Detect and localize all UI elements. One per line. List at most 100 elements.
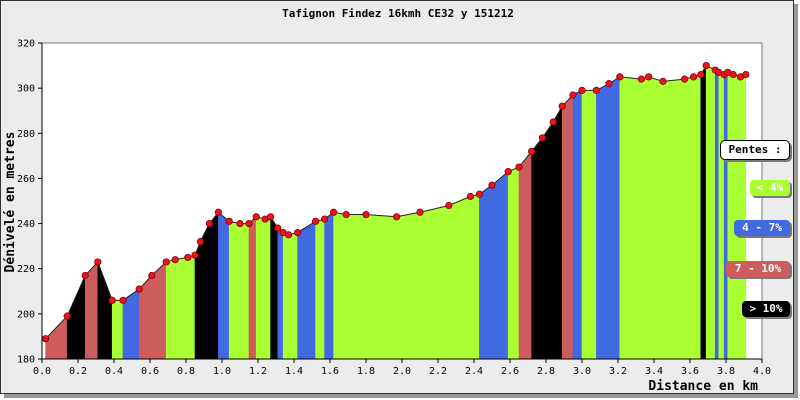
slope-segment bbox=[239, 223, 250, 360]
slope-segment bbox=[732, 74, 741, 360]
slope-segment bbox=[470, 193, 480, 360]
slope-segment bbox=[662, 78, 685, 360]
profile-point bbox=[196, 238, 204, 246]
x-tick-label: 2.0 bbox=[393, 366, 411, 377]
slope-segment bbox=[165, 259, 176, 360]
profile-point bbox=[742, 71, 750, 79]
profile-point bbox=[592, 86, 601, 95]
slope-segment bbox=[531, 136, 543, 360]
profile-point bbox=[41, 335, 50, 343]
profile-point bbox=[311, 217, 320, 225]
profile-point bbox=[171, 256, 179, 264]
x-tick-label: 2.8 bbox=[537, 366, 555, 377]
slope-segment bbox=[345, 214, 367, 360]
profile-point bbox=[558, 102, 566, 110]
legend-entry: < 4% bbox=[750, 180, 790, 196]
profile-point bbox=[162, 258, 170, 266]
x-tick-label: 1.8 bbox=[357, 366, 375, 377]
slope-segment bbox=[174, 257, 189, 360]
slope-segment bbox=[333, 211, 347, 360]
profile-point bbox=[659, 77, 667, 85]
slope-segment bbox=[596, 83, 610, 360]
slope-segment bbox=[187, 254, 196, 360]
profile-point bbox=[119, 296, 127, 304]
legend-entry: 7 - 10% bbox=[726, 261, 790, 277]
profile-point bbox=[225, 217, 233, 225]
y-tick-label: 180 bbox=[17, 355, 35, 366]
x-tick-label: 1.6 bbox=[321, 366, 339, 377]
profile-point bbox=[362, 210, 370, 219]
profile-point bbox=[689, 73, 698, 81]
profile-point bbox=[148, 271, 156, 280]
slope-segment bbox=[396, 211, 421, 360]
slope-segment bbox=[507, 166, 520, 360]
y-tick-label: 260 bbox=[17, 174, 35, 185]
profile-point bbox=[578, 86, 586, 95]
x-tick-label: 0.8 bbox=[177, 366, 195, 377]
x-tick-label: 2.4 bbox=[465, 366, 483, 377]
slope-segment bbox=[255, 216, 266, 360]
slope-segment bbox=[297, 220, 316, 360]
x-tick-label: 3.4 bbox=[645, 366, 663, 377]
slope-segment bbox=[572, 89, 583, 360]
slope-segment bbox=[270, 215, 279, 360]
profile-point bbox=[108, 296, 116, 304]
profile-point bbox=[527, 147, 536, 155]
slope-segment bbox=[552, 105, 563, 360]
profile-point bbox=[284, 231, 293, 239]
slope-segment bbox=[641, 76, 649, 360]
x-tick-label: 3.8 bbox=[717, 366, 735, 377]
x-tick-label: 1.2 bbox=[249, 366, 267, 377]
legend-entry: > 10% bbox=[742, 301, 790, 317]
slope-segment bbox=[324, 211, 334, 360]
slope-segment bbox=[218, 211, 230, 360]
profile-points bbox=[41, 61, 750, 343]
profile-point bbox=[605, 80, 613, 88]
profile-point bbox=[392, 213, 401, 221]
y-tick-label: 240 bbox=[17, 219, 35, 230]
slope-segment bbox=[518, 150, 532, 360]
legend-entry: 4 - 7% bbox=[734, 220, 790, 236]
profile-point bbox=[680, 75, 689, 83]
y-tick-label: 220 bbox=[17, 264, 35, 275]
x-tick-label: 3.0 bbox=[573, 366, 591, 377]
profile-point bbox=[94, 258, 102, 266]
profile-point bbox=[416, 208, 424, 216]
profile-point bbox=[445, 201, 453, 210]
slope-segment bbox=[264, 216, 271, 360]
chart-title: Tafignon Findez 16kmh CE32 y 151212 bbox=[282, 7, 514, 20]
profile-point bbox=[245, 219, 253, 228]
profile-point bbox=[475, 190, 483, 198]
slope-segment bbox=[542, 121, 554, 360]
profile-point bbox=[504, 168, 512, 176]
legend-title: Pentes : bbox=[720, 140, 790, 160]
slope-segment bbox=[723, 71, 729, 360]
slope-segment bbox=[248, 216, 257, 360]
slope-segment bbox=[282, 232, 289, 360]
profile-point bbox=[637, 75, 646, 83]
profile-point bbox=[320, 215, 329, 223]
slope-segment bbox=[608, 76, 621, 360]
profile-point bbox=[538, 134, 547, 142]
profile-point bbox=[466, 192, 474, 201]
slope-segment bbox=[315, 218, 325, 360]
profile-point bbox=[236, 219, 244, 228]
profile-point bbox=[135, 285, 143, 293]
profile-point bbox=[729, 71, 737, 79]
slope-segment bbox=[491, 171, 509, 360]
y-tick-label: 200 bbox=[17, 309, 35, 320]
slope-segment bbox=[619, 76, 642, 360]
profile-point bbox=[252, 213, 260, 221]
profile-point bbox=[274, 224, 282, 232]
profile-point bbox=[191, 251, 199, 259]
profile-point bbox=[205, 219, 213, 228]
y-axis-ticks: 180 200 220 240 260 280 300 320 bbox=[17, 39, 42, 366]
slope-segment bbox=[684, 76, 694, 360]
slope-segment bbox=[228, 220, 241, 360]
slope-segment bbox=[209, 211, 219, 360]
profile-point bbox=[293, 229, 302, 237]
x-tick-label: 1.0 bbox=[213, 366, 231, 377]
slope-segment bbox=[277, 227, 284, 360]
x-tick-label: 2.2 bbox=[429, 366, 447, 377]
slope-segment bbox=[693, 74, 702, 360]
